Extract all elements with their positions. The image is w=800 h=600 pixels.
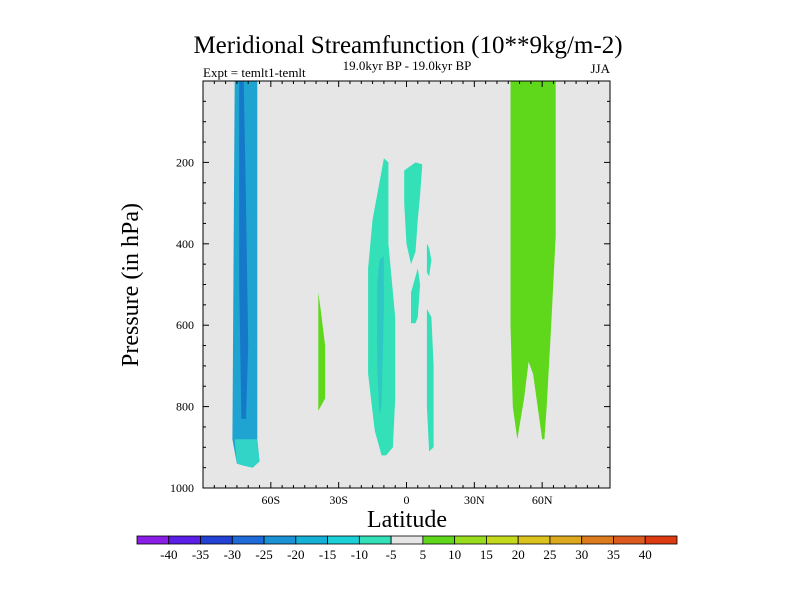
colorbar-swatch — [263, 535, 297, 545]
colorbar-level-label: 5 — [420, 547, 427, 562]
contour-region-tropical-negative-cell-mid — [411, 268, 421, 324]
colorbar-swatch — [327, 535, 360, 545]
contour-region-tropical-negative-sliver-b — [426, 308, 434, 452]
colorbar-swatch — [136, 535, 170, 545]
colorbar-swatch — [549, 535, 583, 545]
colorbar: -40 -35 -30 -25 -20 -15 -10 -5 5 10 15 20 25 30 35 40 — [136, 535, 678, 562]
colorbar-level-label: 10 — [448, 547, 461, 562]
colorbar-level-label: 25 — [543, 547, 556, 562]
colorbar-level-label: -25 — [255, 547, 272, 562]
y-tick-label: 200 — [176, 155, 194, 169]
colorbar-swatch — [358, 535, 392, 545]
colorbar-level-label: 35 — [607, 547, 620, 562]
colorbar-swatch — [486, 535, 519, 545]
colorbar-swatch — [454, 535, 487, 545]
chart-title: Meridional Streamfunction (10**9kg/m-2) — [193, 32, 622, 59]
x-tick-label: 60N — [532, 493, 553, 507]
y-tick-label: 1000 — [170, 481, 194, 495]
x-tick-label: 60S — [261, 493, 280, 507]
contour-region-tropical-negative-sliver-a — [426, 243, 432, 277]
x-axis-label: Latitude — [367, 507, 447, 533]
colorbar-level-label: -15 — [319, 547, 336, 562]
x-tick-label: 0 — [404, 493, 410, 507]
y-tick-label: 800 — [176, 400, 194, 414]
contour-region-nh-positive-column — [510, 81, 556, 440]
colorbar-level-label: -5 — [386, 547, 397, 562]
y-tick-label: 600 — [176, 318, 194, 332]
subtitle-left: Expt = temlt1-temlt — [203, 65, 306, 80]
contour-region-sh-positive-cell — [318, 292, 326, 411]
subtitle-center: 19.0kyr BP - 19.0kyr BP — [343, 58, 472, 73]
colorbar-swatch — [231, 535, 265, 545]
contour-region-tropical-negative-cell-upper — [404, 162, 423, 265]
colorbar-level-label: -10 — [351, 547, 368, 562]
y-tick-label: 400 — [176, 237, 194, 251]
colorbar-swatch — [517, 535, 551, 545]
colorbar-level-label: -30 — [224, 547, 241, 562]
x-axis: 60S 30S 0 30N 60N — [202, 81, 611, 507]
colorbar-swatch — [613, 535, 646, 545]
colorbar-level-label: -35 — [192, 547, 209, 562]
contour-region-sh-negative-core — [239, 81, 249, 419]
colorbar-swatch — [422, 535, 456, 545]
colorbar-level-label: -20 — [287, 547, 304, 562]
y-axis-label: Pressure (in hPa) — [118, 203, 144, 367]
y-axis: 200 400 600 800 1000 — [170, 80, 610, 495]
colorbar-level-label: 20 — [512, 547, 525, 562]
subtitle-right: JJA — [590, 61, 610, 76]
contour-region-tropical-negative-core — [377, 256, 384, 415]
colorbar-swatch — [168, 535, 201, 545]
contour-regions — [232, 81, 556, 468]
colorbar-level-label: 15 — [480, 547, 493, 562]
colorbar-swatch — [644, 535, 678, 545]
plot-area: 60S 30S 0 30N 60N 200 400 600 800 1000 — [170, 80, 611, 507]
contour-region-sh-weak-negative-base — [234, 439, 260, 468]
colorbar-level-label: 30 — [575, 547, 588, 562]
colorbar-swatch — [581, 535, 614, 545]
colorbar-level-label: -40 — [160, 547, 177, 562]
x-tick-label: 30S — [329, 493, 348, 507]
colorbar-swatch — [200, 535, 233, 545]
colorbar-swatch — [295, 535, 328, 545]
colorbar-level-label: 40 — [639, 547, 652, 562]
x-tick-label: 30N — [464, 493, 485, 507]
colorbar-swatch — [390, 535, 424, 545]
